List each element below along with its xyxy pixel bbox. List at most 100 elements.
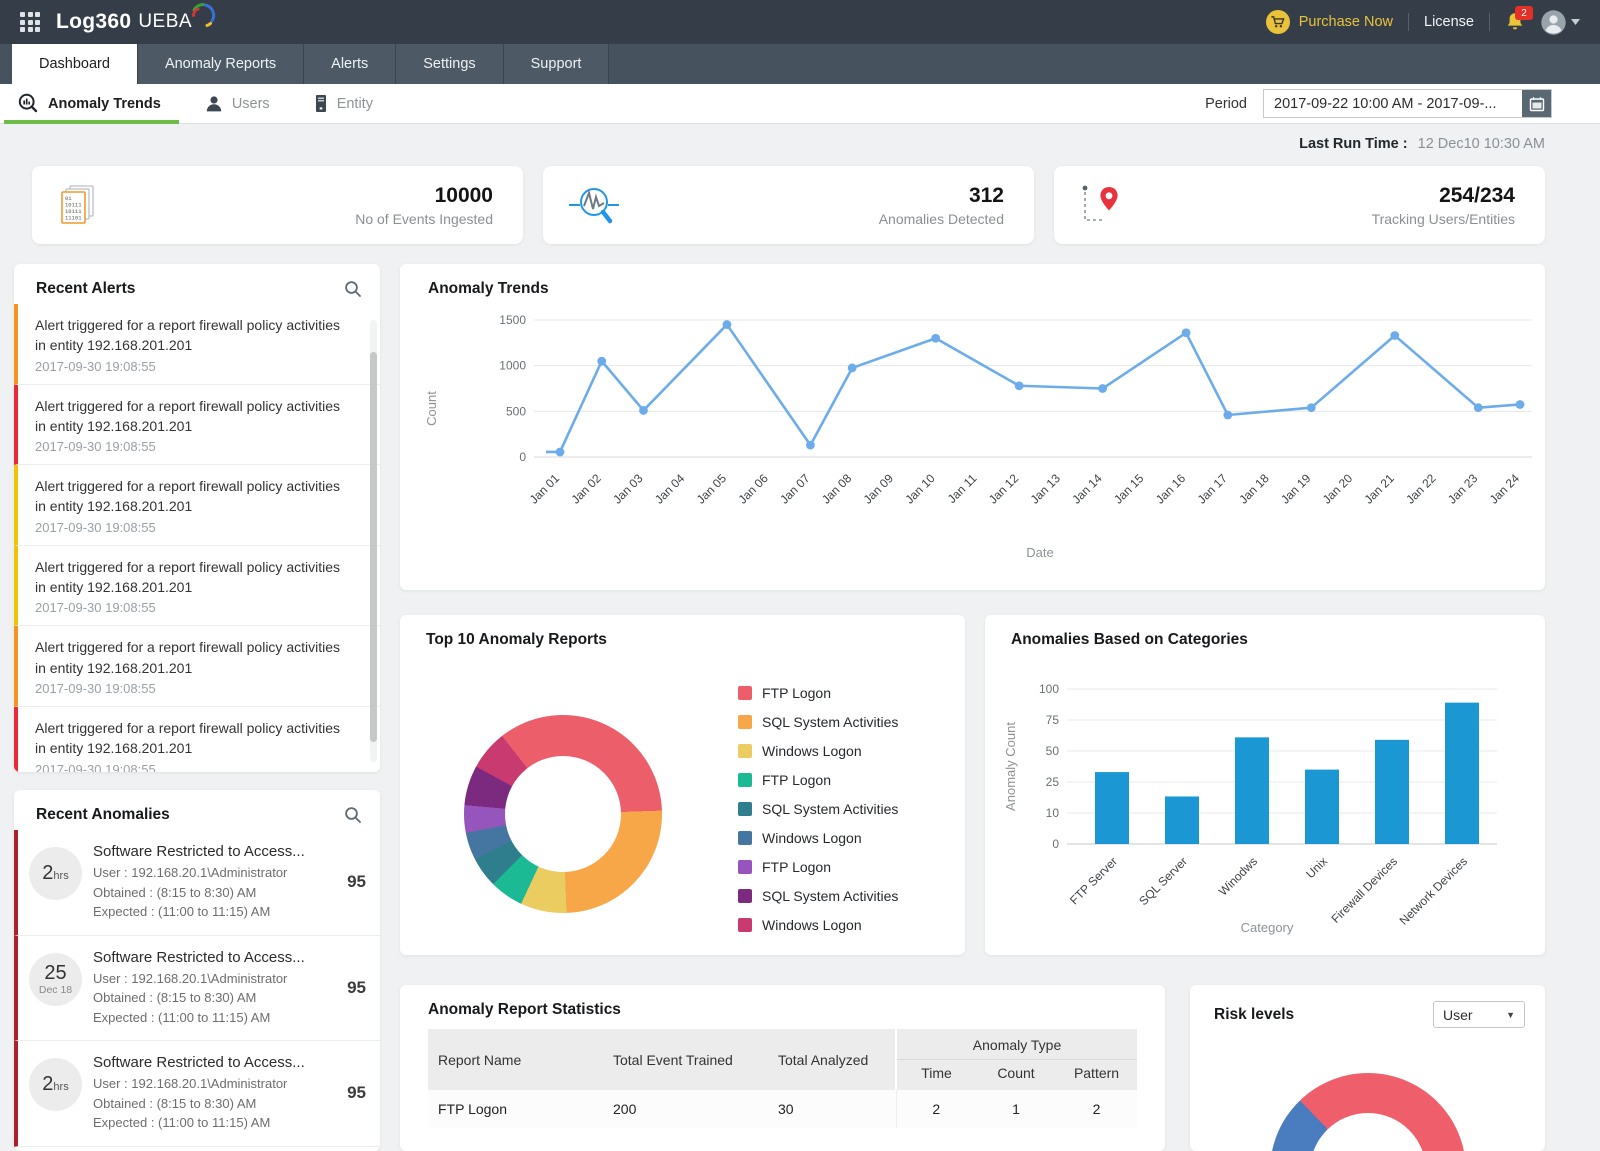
legend-label: SQL System Activities [762,887,899,904]
cart-icon [1265,10,1290,34]
period-field [1263,89,1552,118]
anomaly-list-item[interactable]: 2 hrs Software Restricted to Access... User… [14,830,380,936]
svg-text:Jan 01: Jan 01 [527,471,563,507]
svg-text:Jan 22: Jan 22 [1403,471,1439,507]
svg-text:Jan 09: Jan 09 [861,471,897,507]
scrollbar-thumb[interactable] [370,352,377,742]
license-button[interactable]: License [1424,14,1474,30]
legend-item[interactable]: SQL System Activities [738,794,898,823]
tab-settings[interactable]: Settings [396,44,504,84]
legend-label: Windows Logon [762,742,862,759]
legend-swatch-icon [738,917,752,932]
anomaly-user: User : 192.168.20.1\Administrator [93,865,288,880]
user-menu[interactable] [1540,9,1580,36]
apps-grid-icon[interactable] [20,12,40,32]
categories-panel: Anomalies Based on Categories 0 10 25 50 75 1… [985,615,1545,955]
subnav-entity[interactable]: Entity [292,84,395,124]
panel-title: Top 10 Anomaly Reports [426,631,607,648]
svg-text:10: 10 [1046,806,1060,820]
table-cell: 200 [603,1090,768,1128]
search-icon[interactable] [344,280,362,298]
risk-scope-select[interactable]: User ▼ [1433,1001,1525,1028]
stat-value: 10000 [434,183,493,207]
alert-list-item[interactable]: Alert triggered for a report firewall po… [14,304,380,385]
legend-item[interactable]: FTP Logon [738,765,898,794]
legend-label: SQL System Activities [762,713,899,730]
report-stats-body: FTP Logon 200 30 2 1 2 [428,1090,1138,1128]
report-statistics-panel: Anomaly Report Statistics Report Name To… [400,985,1165,1151]
user-icon [206,95,222,111]
alert-list-item[interactable]: Alert triggered for a report firewall po… [14,706,380,772]
app-logo: Log360 UEBA [56,3,218,34]
table-cell: 2 [895,1090,976,1128]
alert-timestamp: 2017-09-30 19:08:55 [35,600,156,616]
stat-value: 312 [968,183,1004,207]
svg-text:Jan 12: Jan 12 [986,471,1022,507]
search-icon[interactable] [344,806,362,824]
subnav-anomaly-trends[interactable]: Anomaly Trends [0,84,183,124]
legend-swatch-icon [738,888,752,903]
anomaly-user: User : 192.168.20.1\Administrator [93,970,288,986]
tab-dashboard[interactable]: Dashboard [12,44,138,84]
legend-item[interactable]: SQL System Activities [738,881,898,910]
svg-text:1500: 1500 [499,313,526,327]
svg-text:Jan 18: Jan 18 [1236,471,1272,507]
active-tab-underline [4,119,179,124]
legend-label: Windows Logon [762,916,862,933]
last-run-value: 12 Dec10 10:30 AM [1417,136,1545,152]
scrollbar-track[interactable] [370,320,377,762]
period-label: Period [1205,95,1247,112]
subnav-users[interactable]: Users [183,84,292,124]
svg-text:500: 500 [506,404,526,418]
alert-list-item[interactable]: Alert triggered for a report firewall po… [14,626,380,707]
column-header-pattern: Pattern [1056,1059,1138,1090]
alert-list-item[interactable]: Alert triggered for a report firewall po… [14,465,380,546]
anomaly-title: Software Restricted to Access... [93,948,305,966]
panel-title: Anomalies Based on Categories [1011,631,1248,648]
anomaly-obtained: Obtained : (8:15 to 8:30) AM [93,990,257,1005]
tab-alerts[interactable]: Alerts [304,44,397,84]
svg-text:Jan 04: Jan 04 [652,471,688,507]
anomaly-list-item[interactable]: 25 Dec 18 Software Restricted to Access...… [14,935,380,1041]
alert-list-item[interactable]: Alert triggered for a report firewall po… [14,384,380,466]
svg-text:Jan 19: Jan 19 [1278,471,1314,507]
legend-swatch-icon [738,743,752,758]
table-cell: 1 [976,1090,1056,1128]
svg-text:Firewall Devices: Firewall Devices [1328,854,1400,926]
risk-levels-panel: Risk levels User ▼ [1190,985,1545,1151]
anomaly-user: User : 192.168.20.1\Administrator [93,1076,288,1091]
tab-support[interactable]: Support [503,44,610,84]
legend-item[interactable]: Windows Logon [738,823,898,852]
notification-bell[interactable]: 2 [1505,6,1533,33]
svg-text:11101: 11101 [65,215,82,222]
calendar-button[interactable] [1522,90,1551,117]
panel-title: Anomaly Trends [428,280,549,297]
column-header-report-name: Report Name [428,1029,603,1090]
anomaly-trends-icon [18,93,38,113]
divider [1408,13,1410,31]
anomaly-obtained: Obtained : (8:15 to 8:30) AM [93,1095,257,1111]
legend-item[interactable]: Windows Logon [738,736,898,765]
anomaly-list-item[interactable]: 2 hrs Software Restricted to Access... User… [14,1041,380,1147]
period-input[interactable] [1264,90,1522,117]
logo-primary: Log360 [56,10,132,33]
recent-alerts-panel: Recent Alerts Alert triggered for a repo… [14,264,380,772]
table-row[interactable]: FTP Logon 200 30 2 1 2 [428,1090,1138,1128]
svg-text:Jan 03: Jan 03 [610,471,646,507]
legend-item[interactable]: FTP Logon [738,678,898,707]
svg-text:Jan 08: Jan 08 [819,471,855,507]
calendar-icon [1529,96,1544,111]
purchase-now-button[interactable]: Purchase Now [1265,10,1393,34]
stat-value: 254/234 [1439,183,1515,207]
avatar-icon [1541,9,1566,35]
column-group-anomaly-type: Anomaly Type [894,1029,1138,1060]
svg-text:Winodws: Winodws [1216,854,1260,898]
legend-item[interactable]: Windows Logon [738,910,898,939]
alert-list-item[interactable]: Alert triggered for a report firewall po… [14,545,380,627]
tab-anomaly-reports[interactable]: Anomaly Reports [137,44,305,84]
column-header-total-trained: Total Event Trained [603,1029,768,1090]
legend-item[interactable]: SQL System Activities [738,707,898,736]
entity-icon [315,95,326,112]
svg-text:Jan 20: Jan 20 [1320,471,1356,507]
legend-item[interactable]: FTP Logon [738,852,898,881]
